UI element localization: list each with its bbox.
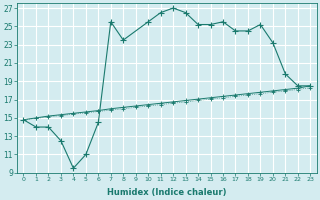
X-axis label: Humidex (Indice chaleur): Humidex (Indice chaleur) — [107, 188, 227, 197]
